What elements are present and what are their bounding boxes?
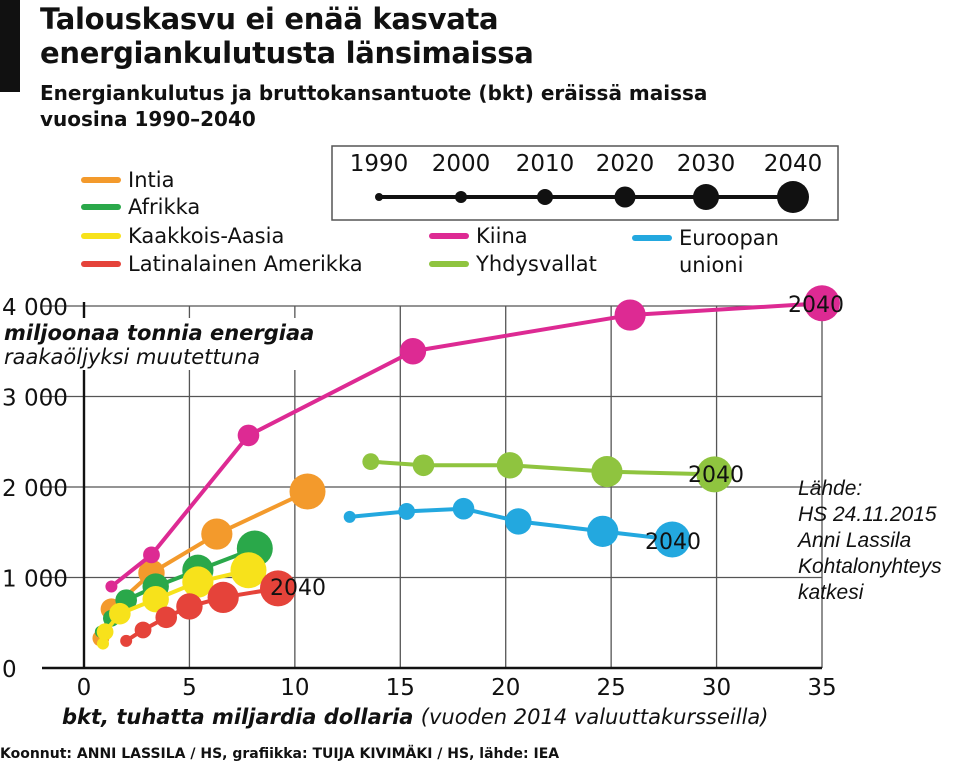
- year-legend-box: [331, 145, 839, 221]
- data-point: [120, 634, 133, 647]
- year-legend-dot: [614, 186, 636, 208]
- data-point: [259, 570, 296, 607]
- data-point: [182, 566, 214, 598]
- year-legend-label: 2020: [596, 151, 655, 177]
- data-point: [134, 621, 152, 639]
- data-point: [142, 586, 169, 613]
- legend-label: unioni: [679, 253, 743, 277]
- end-year-label: 2040: [645, 530, 701, 555]
- data-point: [109, 602, 131, 625]
- data-point: [237, 424, 260, 447]
- x-tick-label: 35: [807, 675, 836, 701]
- year-legend-dot: [375, 193, 383, 201]
- end-year-label: 2040: [270, 576, 326, 601]
- title-bar: [0, 0, 20, 92]
- data-point: [505, 508, 532, 535]
- legend-label: Intia: [128, 168, 174, 192]
- year-legend-label: 2000: [432, 151, 491, 177]
- data-point: [105, 580, 118, 593]
- series-line: [110, 301, 823, 589]
- data-point: [230, 552, 267, 589]
- year-legend-dot: [537, 189, 553, 205]
- y-tick-label: 2 000: [2, 476, 68, 502]
- y-axis-label-line2: raakaöljyksi muutettuna: [4, 345, 260, 369]
- y-tick-label: 1 000: [2, 567, 68, 593]
- x-tick-label: 25: [597, 675, 626, 701]
- source-note-line3: Anni Lassila: [798, 529, 912, 552]
- source-note-line1: Lähde:: [798, 477, 863, 500]
- y-axis-label-line1: miljoonaa tonnia energiaa: [4, 321, 314, 345]
- data-point: [804, 285, 840, 322]
- x-tick-label: 20: [491, 675, 520, 701]
- source-note-line2: HS 24.11.2015: [798, 503, 937, 526]
- year-legend-label: 2040: [764, 151, 823, 177]
- year-legend-label: 2030: [677, 151, 736, 177]
- data-point: [143, 546, 160, 564]
- year-legend-dot: [455, 191, 467, 203]
- chart-title-line1: Talouskasvu ei enää kasvata: [40, 2, 499, 36]
- data-point: [398, 503, 416, 520]
- data-point: [696, 456, 733, 493]
- chart-title-line2: energiankulutusta länsimaissa: [40, 36, 534, 70]
- credits: Koonnut: ANNI LASSILA / HS, grafiikka: T…: [0, 746, 560, 762]
- data-point: [614, 299, 646, 331]
- legend-label: Latinalainen Amerikka: [128, 252, 363, 276]
- year-legend-label: 1990: [350, 151, 409, 177]
- data-point: [587, 515, 619, 547]
- x-axis-label: bkt, tuhatta miljardia dollaria (vuoden …: [62, 705, 768, 729]
- x-tick-label: 5: [182, 675, 197, 701]
- x-tick-label: 10: [280, 675, 309, 701]
- legend-label: Euroopan: [679, 226, 779, 250]
- end-year-label: 2040: [788, 293, 844, 318]
- x-tick-label: 0: [77, 675, 92, 701]
- x-tick-label: 15: [386, 675, 415, 701]
- data-point: [496, 452, 524, 479]
- source-note-line5: katkesi: [798, 581, 864, 604]
- source-note-line4: Kohtalonyhteys: [798, 555, 942, 578]
- data-point: [207, 581, 239, 614]
- legend-label: Afrikka: [128, 195, 200, 219]
- chart-subtitle-line1: Energiankulutus ja bruttokansantuote (bk…: [40, 81, 708, 105]
- data-point: [289, 473, 326, 510]
- data-point: [96, 637, 109, 650]
- y-tick-label: 3 000: [2, 386, 68, 412]
- data-point: [343, 510, 356, 523]
- legend-label: Kaakkois-Aasia: [128, 224, 284, 248]
- data-point: [399, 338, 427, 365]
- year-legend-dot: [777, 181, 809, 213]
- data-point: [362, 453, 380, 471]
- data-point: [654, 521, 691, 558]
- data-point: [201, 518, 233, 550]
- data-point: [155, 606, 178, 629]
- data-point: [176, 593, 203, 620]
- data-point: [591, 456, 623, 488]
- y-tick-label: 4 000: [2, 295, 68, 321]
- year-legend-label: 2010: [516, 151, 575, 177]
- x-tick-label: 30: [702, 675, 731, 701]
- chart-subtitle-line2: vuosina 1990–2040: [40, 107, 256, 131]
- y-label-backdrop: [2, 318, 332, 370]
- legend-label: Yhdysvallat: [475, 252, 597, 276]
- year-legend-dot: [693, 184, 719, 210]
- data-point: [96, 623, 114, 641]
- data-point: [452, 497, 475, 520]
- end-year-label: 2040: [688, 463, 744, 488]
- legend-label: Kiina: [476, 224, 528, 248]
- y-tick-label: 0: [2, 657, 17, 683]
- source-note: Lähde: HS 24.11.2015 Anni Lassila Kohtal…: [798, 476, 942, 606]
- data-point: [412, 454, 435, 477]
